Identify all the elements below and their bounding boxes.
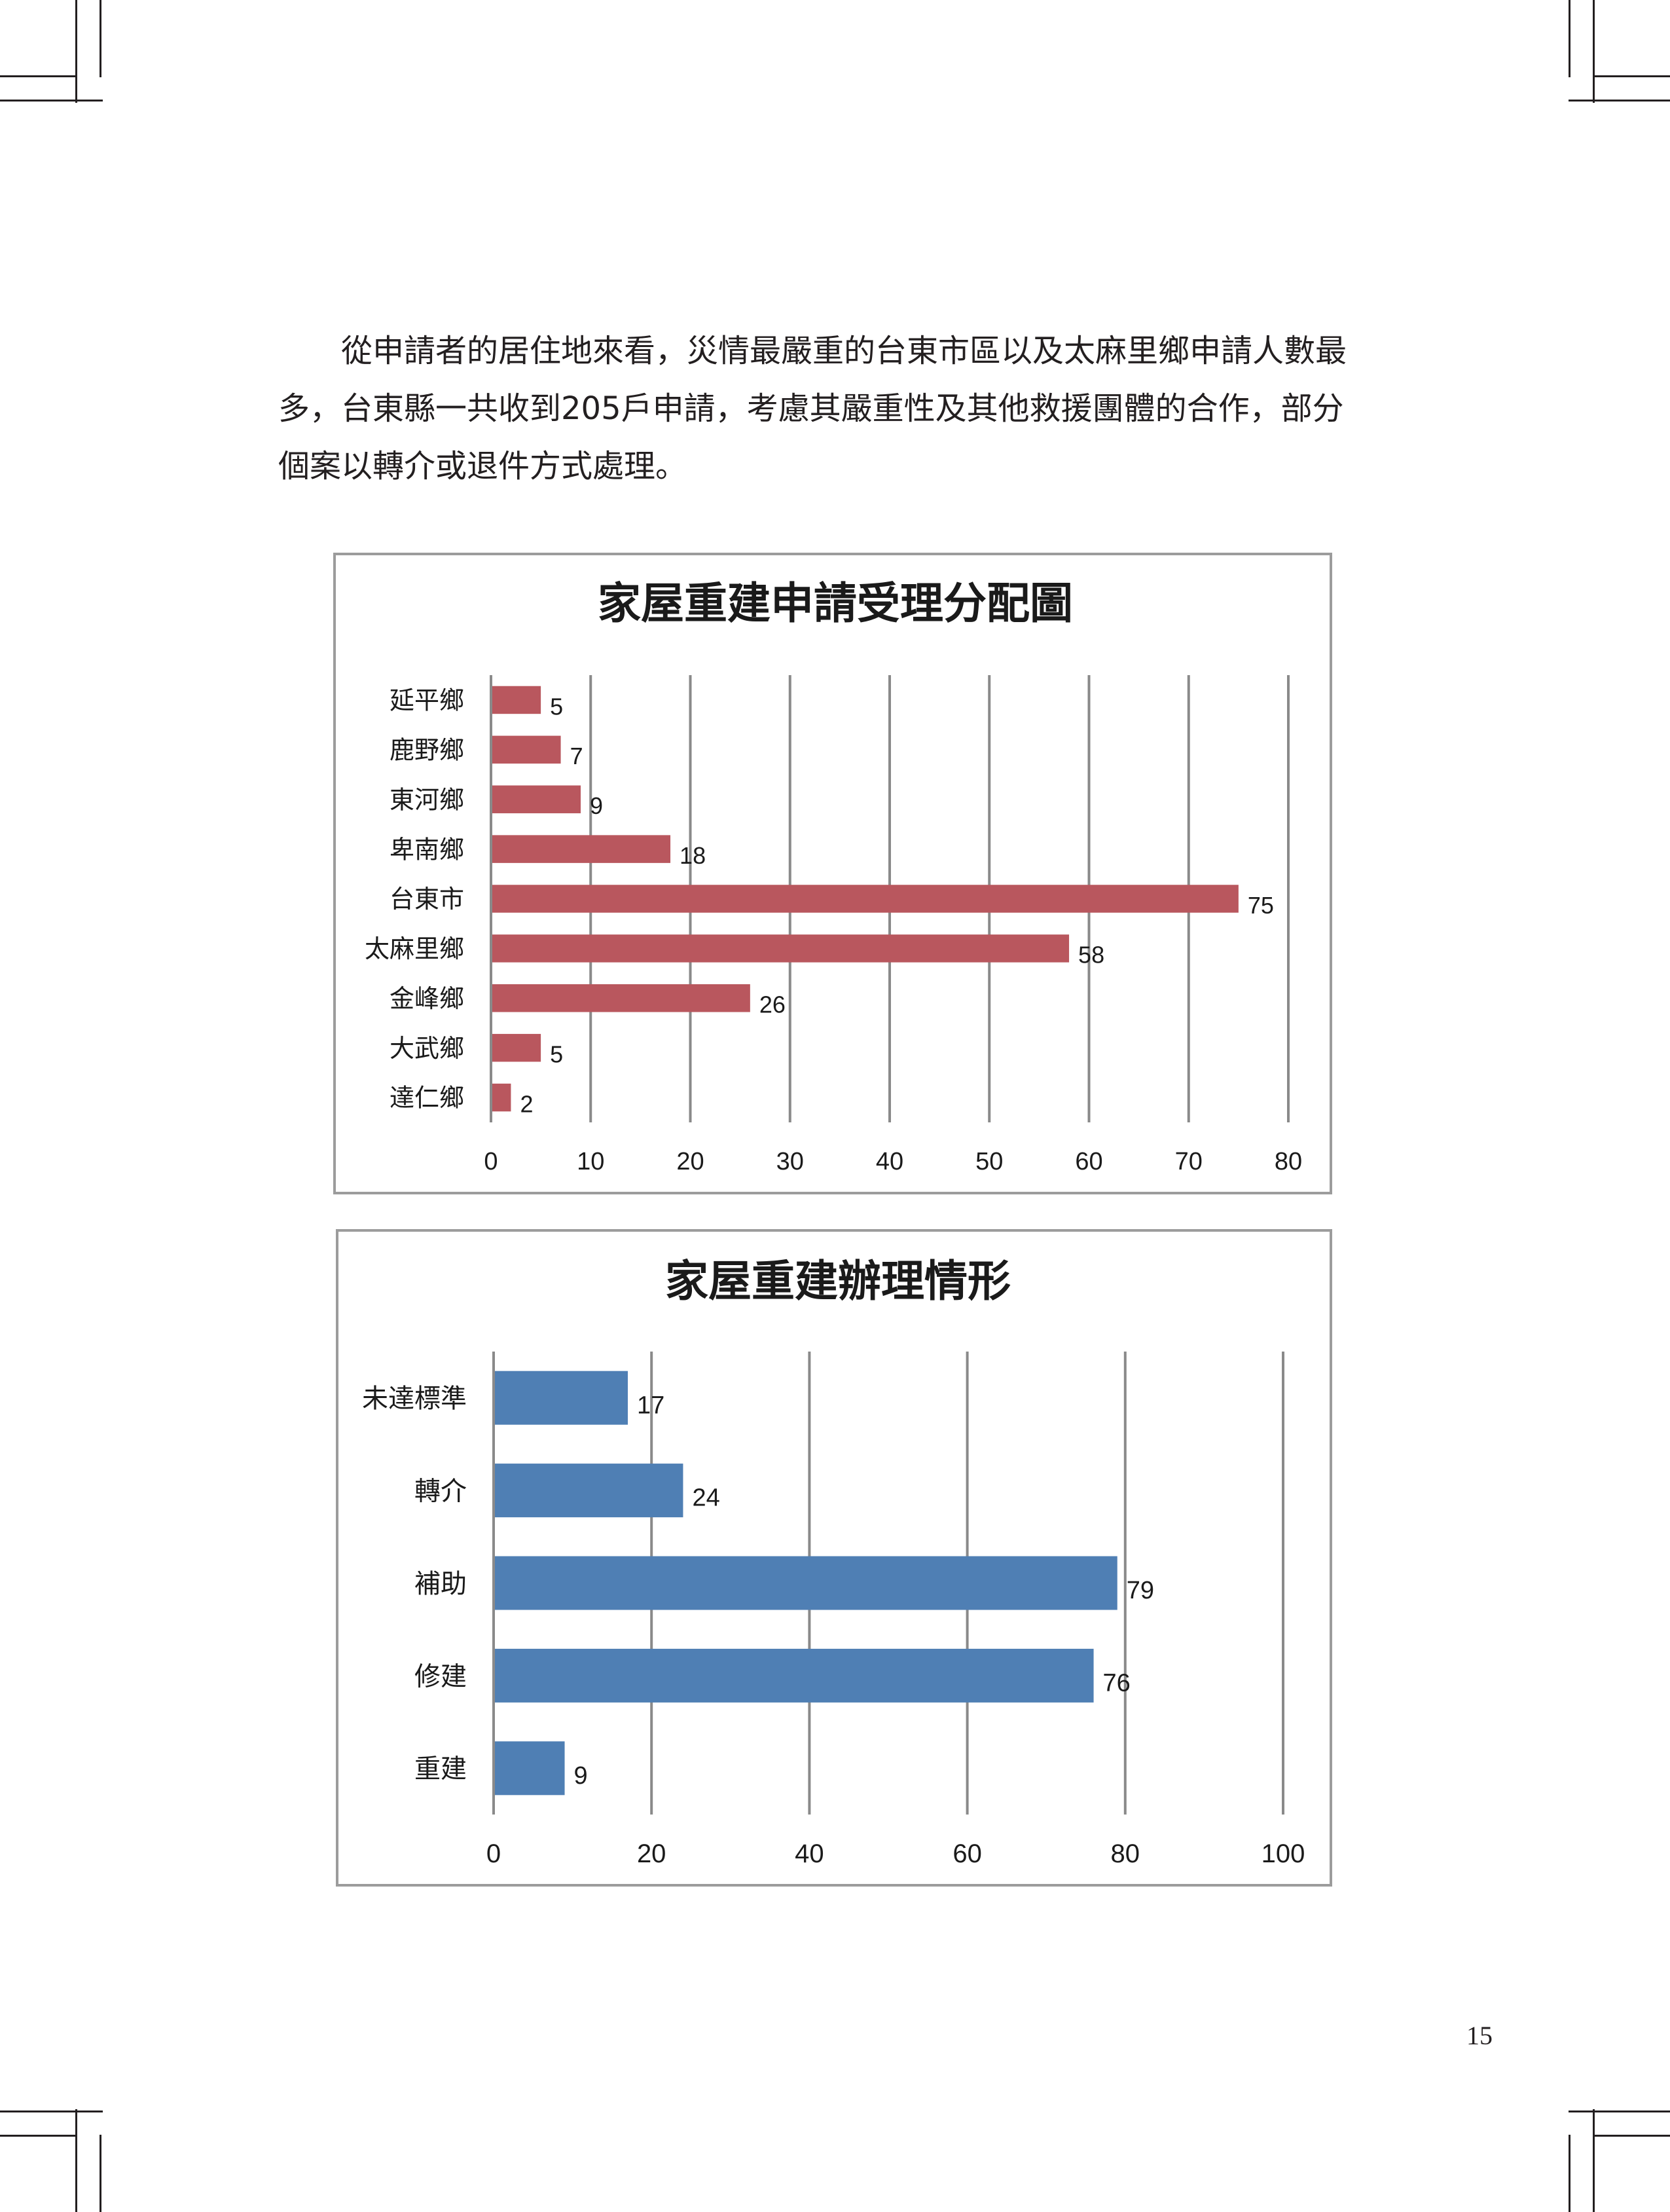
crop-mark (1569, 0, 1570, 77)
x-tick-label: 60 (953, 1839, 982, 1868)
category-label: 大武鄉 (390, 1034, 464, 1063)
data-label: 58 (1078, 942, 1104, 968)
data-label: 18 (680, 842, 706, 869)
crop-mark (0, 2135, 77, 2137)
bar (491, 835, 671, 863)
bar (491, 984, 750, 1012)
bar (491, 1083, 511, 1112)
bar (491, 934, 1070, 963)
data-label: 76 (1103, 1669, 1131, 1697)
x-tick-label: 0 (486, 1839, 501, 1868)
bar (494, 1371, 628, 1425)
processing-bar-chart: 家屋重建辦理情形 0 20 40 60 80 100 未達標準 17 轉介 24 補助 79 修建 76 重建… (336, 1229, 1332, 1887)
crop-mark (1569, 2135, 1570, 2212)
crop-mark (1569, 2111, 1670, 2112)
paragraph-line: 從申請者的居住地來看，災情最嚴重的台東市區以及太麻里鄉申請人數最 (341, 333, 1347, 369)
chart-title: 家屋重建申請受理分配圖 (598, 578, 1073, 629)
x-tick-label: 20 (676, 1148, 704, 1175)
category-label: 台東市 (390, 885, 464, 913)
category-label: 轉介 (414, 1477, 467, 1507)
category-label: 補助 (414, 1569, 467, 1599)
data-label: 9 (574, 1762, 588, 1790)
x-tick-label: 100 (1262, 1839, 1305, 1868)
x-tick-label: 70 (1175, 1148, 1203, 1175)
data-label: 24 (692, 1484, 719, 1512)
data-label: 26 (759, 991, 786, 1018)
paragraph-line: 多，台東縣一共收到205戶申請，考慮其嚴重性及其他救援團體的合作，部分 (278, 390, 1344, 427)
applications-bar-chart: 家屋重建申請受理分配圖 0 10 20 30 40 50 60 70 80 延平鄉 5 鹿野鄉 7 東河鄉 9… (333, 553, 1332, 1194)
category-label: 卑南鄉 (390, 835, 464, 864)
bar (494, 1464, 683, 1518)
data-label: 5 (550, 1041, 563, 1067)
crop-mark (1593, 2135, 1670, 2137)
paragraph-line: 個案以轉介或退件方式處理。 (278, 448, 687, 485)
category-label: 延平鄉 (390, 686, 464, 715)
x-tick-label: 30 (776, 1148, 804, 1175)
data-label: 79 (1127, 1577, 1154, 1604)
bar (491, 1033, 541, 1062)
chart-title: 家屋重建辦理情形 (665, 1256, 1011, 1306)
category-label: 東河鄉 (390, 785, 464, 814)
x-tick-label: 10 (577, 1148, 604, 1175)
data-label: 75 (1248, 892, 1274, 919)
data-label: 5 (550, 693, 563, 720)
crop-mark (1569, 100, 1670, 101)
bar (494, 1556, 1117, 1610)
crop-mark (0, 2111, 103, 2112)
crop-mark (100, 0, 101, 77)
crop-mark (0, 100, 103, 101)
crop-mark (75, 0, 77, 103)
x-tick-label: 80 (1275, 1148, 1302, 1175)
processing-chart-svg: 家屋重建辦理情形 0 20 40 60 80 100 未達標準 17 轉介 24 補助 79 修建 76 重建… (362, 1256, 1305, 1868)
body-paragraph: 從申請者的居住地來看，災情最嚴重的台東市區以及太麻里鄉申請人數最 多，台東縣一共… (278, 322, 1398, 495)
category-label: 未達標準 (362, 1384, 467, 1414)
data-label: 9 (590, 792, 603, 819)
crop-mark (75, 2109, 77, 2212)
crop-mark (0, 75, 77, 77)
data-label: 7 (570, 743, 583, 769)
applications-chart-svg: 家屋重建申請受理分配圖 0 10 20 30 40 50 60 70 80 延平鄉 5 鹿野鄉 7 東河鄉 9… (365, 578, 1302, 1175)
category-label: 金峰鄉 (390, 984, 464, 1013)
crop-mark (1593, 2109, 1595, 2212)
x-tick-label: 0 (484, 1148, 498, 1175)
bar (491, 686, 541, 714)
bar (494, 1741, 565, 1796)
category-label: 修建 (414, 1661, 467, 1691)
category-label: 達仁鄉 (390, 1084, 464, 1113)
crop-mark (100, 2135, 101, 2212)
x-tick-label: 50 (975, 1148, 1003, 1175)
category-label: 太麻里鄉 (365, 934, 464, 963)
crop-mark (1593, 75, 1670, 77)
category-label: 鹿野鄉 (390, 736, 464, 765)
category-label: 重建 (414, 1754, 467, 1784)
page-number: 15 (1466, 2021, 1493, 2050)
x-tick-label: 40 (795, 1839, 824, 1868)
crop-mark (1593, 0, 1595, 103)
data-label: 2 (520, 1090, 533, 1117)
x-tick-label: 20 (637, 1839, 666, 1868)
x-tick-label: 40 (876, 1148, 903, 1175)
x-tick-label: 60 (1075, 1148, 1102, 1175)
bar (491, 785, 581, 813)
data-label: 17 (637, 1392, 664, 1419)
x-tick-label: 80 (1111, 1839, 1140, 1868)
bar (491, 885, 1239, 913)
bar (491, 735, 561, 764)
bar (494, 1648, 1094, 1703)
